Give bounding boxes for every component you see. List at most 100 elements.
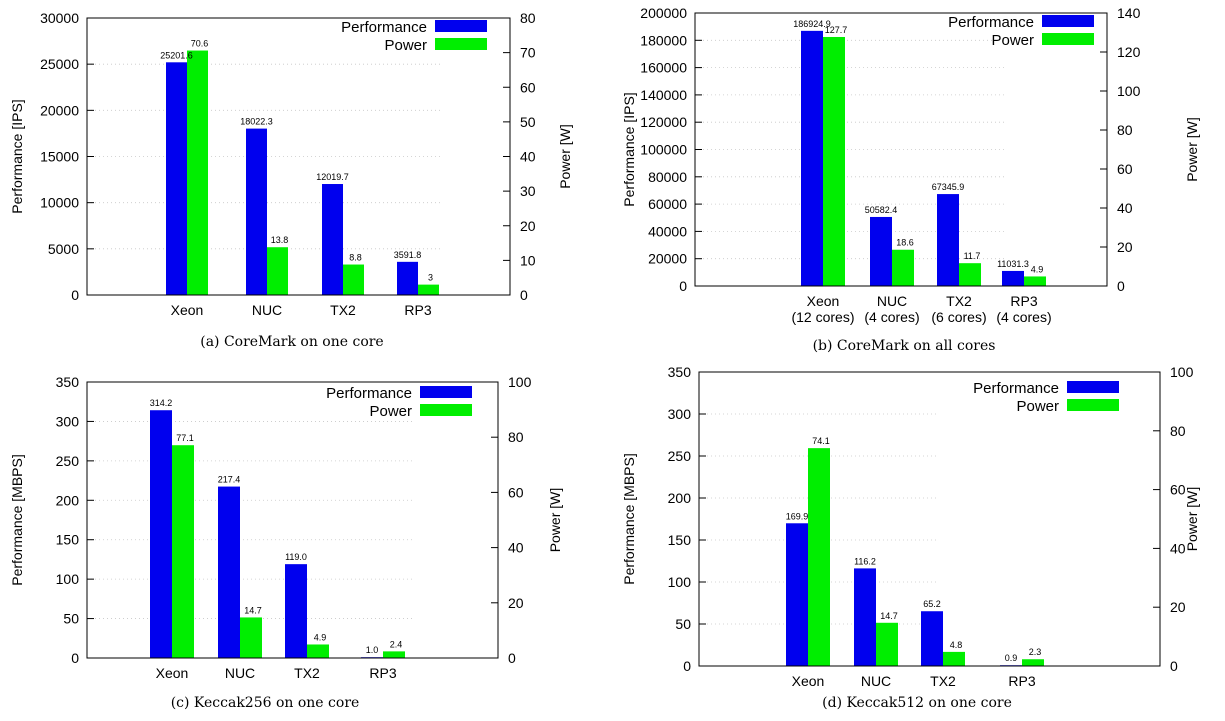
y-tick-label: 50 bbox=[675, 616, 691, 632]
y-tick-label: 15000 bbox=[40, 149, 79, 165]
data-label-performance: 3591.8 bbox=[394, 250, 422, 260]
bar-performance bbox=[166, 62, 187, 296]
x-category-label: (4 cores) bbox=[864, 309, 919, 325]
y-tick-label: 300 bbox=[56, 413, 80, 429]
data-label-performance: 217.4 bbox=[218, 475, 241, 485]
y-tick-label: 0 bbox=[71, 650, 79, 666]
bar-performance bbox=[937, 194, 959, 286]
x-category-label: RP3 bbox=[404, 302, 431, 318]
legend-label: Performance bbox=[948, 14, 1034, 31]
y2-tick-label: 80 bbox=[508, 429, 524, 445]
bar-power bbox=[823, 36, 845, 286]
caption: (a) CoreMark on one core bbox=[200, 334, 383, 350]
y2-tick-label: 60 bbox=[1117, 161, 1133, 177]
data-label-performance: 169.9 bbox=[786, 511, 809, 521]
chart-panel-c: 0 50 100 150 200 250 300 350 0 20 40 60 80 100 314.2 77… bbox=[0, 360, 600, 721]
legend-swatch bbox=[435, 38, 487, 50]
y2-tick-label: 30 bbox=[520, 183, 536, 199]
bar-power bbox=[240, 617, 262, 658]
y2-tick-label: 60 bbox=[508, 484, 524, 500]
y2-tick-label: 120 bbox=[1117, 44, 1141, 60]
y-tick-label: 30000 bbox=[40, 10, 79, 26]
legend-label: Power bbox=[384, 37, 427, 54]
bar-performance bbox=[786, 523, 808, 666]
data-label-power: 4.9 bbox=[314, 632, 327, 642]
y-tick-label: 120000 bbox=[640, 114, 687, 130]
bar-performance bbox=[218, 486, 240, 658]
x-category-label: NUC bbox=[225, 665, 255, 681]
y2-tick-label: 80 bbox=[520, 10, 536, 26]
y2-tick-label: 0 bbox=[520, 287, 528, 303]
legend-swatch bbox=[420, 386, 472, 398]
bar-power bbox=[808, 448, 830, 666]
y-tick-label: 200 bbox=[56, 492, 80, 508]
plot-frame bbox=[86, 381, 499, 659]
data-label-power: 14.7 bbox=[880, 611, 898, 621]
y-tick-label: 0 bbox=[679, 278, 687, 294]
bar-power bbox=[172, 445, 194, 658]
data-label-performance: 119.0 bbox=[285, 552, 307, 562]
data-label-performance: 67345.9 bbox=[932, 182, 965, 192]
data-label-power: 18.6 bbox=[896, 238, 914, 248]
bar-performance bbox=[285, 564, 307, 658]
y2-axis-title: Power [W] bbox=[1184, 117, 1200, 182]
data-label-performance: 116.2 bbox=[854, 556, 876, 566]
bar-power bbox=[876, 622, 898, 666]
y-tick-label: 20000 bbox=[40, 102, 79, 118]
legend-swatch bbox=[1042, 15, 1094, 27]
data-label-power: 127.7 bbox=[825, 25, 848, 35]
bar-power bbox=[418, 284, 439, 295]
x-category-label: RP3 bbox=[1008, 673, 1035, 689]
x-category-label: TX2 bbox=[330, 302, 356, 318]
bar-power bbox=[343, 264, 364, 295]
x-category-label: (6 cores) bbox=[931, 309, 986, 325]
bar-power bbox=[1022, 659, 1044, 666]
y2-tick-label: 40 bbox=[1170, 540, 1186, 556]
bar-power bbox=[959, 263, 981, 286]
bar-performance bbox=[397, 261, 418, 295]
legend-swatch bbox=[435, 20, 487, 32]
legend-label: Power bbox=[369, 403, 412, 420]
data-label-power: 3 bbox=[428, 273, 433, 283]
data-label-power: 70.6 bbox=[191, 39, 209, 49]
legend-label: Power bbox=[991, 32, 1034, 49]
plot-frame bbox=[694, 12, 1108, 287]
bar-performance bbox=[801, 30, 823, 287]
data-label-power: 4.9 bbox=[1031, 264, 1044, 274]
y2-tick-label: 70 bbox=[520, 45, 536, 61]
y-axis-title: Performance [MBPS] bbox=[9, 454, 25, 586]
bar-performance bbox=[1002, 270, 1024, 286]
y2-tick-label: 80 bbox=[1117, 122, 1133, 138]
legend-swatch bbox=[1042, 33, 1094, 45]
y2-tick-label: 40 bbox=[520, 149, 536, 165]
legend-swatch bbox=[420, 404, 472, 416]
y-tick-label: 100 bbox=[668, 574, 692, 590]
y-tick-label: 25000 bbox=[40, 56, 79, 72]
y2-tick-label: 0 bbox=[1117, 278, 1125, 294]
data-label-power: 77.1 bbox=[176, 433, 194, 443]
x-category-label: RP3 bbox=[1010, 293, 1037, 309]
y-axis-title: Performance [MBPS] bbox=[621, 453, 637, 585]
y2-axis-title: Power [W] bbox=[547, 488, 563, 553]
plot-frame bbox=[86, 17, 511, 296]
y2-tick-label: 80 bbox=[1170, 423, 1186, 439]
y-tick-label: 5000 bbox=[48, 241, 79, 257]
y-tick-label: 250 bbox=[668, 448, 692, 464]
legend-label: Performance bbox=[973, 380, 1059, 397]
data-label-performance: 18022.3 bbox=[240, 117, 273, 127]
y2-tick-label: 20 bbox=[1170, 599, 1186, 615]
chart-c: 0 50 100 150 200 250 300 350 0 20 40 60 80 100 314.2 77… bbox=[9, 374, 563, 711]
data-label-performance: 314.2 bbox=[150, 398, 173, 408]
data-label-performance: 186924.9 bbox=[793, 19, 831, 29]
y-tick-label: 80000 bbox=[648, 169, 687, 185]
y-tick-label: 100 bbox=[56, 571, 80, 587]
chart-a: 0 5000 10000 15000 20000 25000 30000 0 10 20 30 40 5… bbox=[9, 10, 573, 350]
data-label-power: 13.8 bbox=[271, 235, 289, 245]
y2-tick-label: 40 bbox=[508, 540, 524, 556]
data-label-performance: 0.9 bbox=[1005, 653, 1018, 663]
x-category-label: Xeon bbox=[171, 302, 204, 318]
legend-label: Performance bbox=[326, 385, 412, 402]
y2-tick-label: 20 bbox=[508, 595, 524, 611]
x-category-label: Xeon bbox=[807, 293, 840, 309]
y-tick-label: 0 bbox=[683, 658, 691, 674]
